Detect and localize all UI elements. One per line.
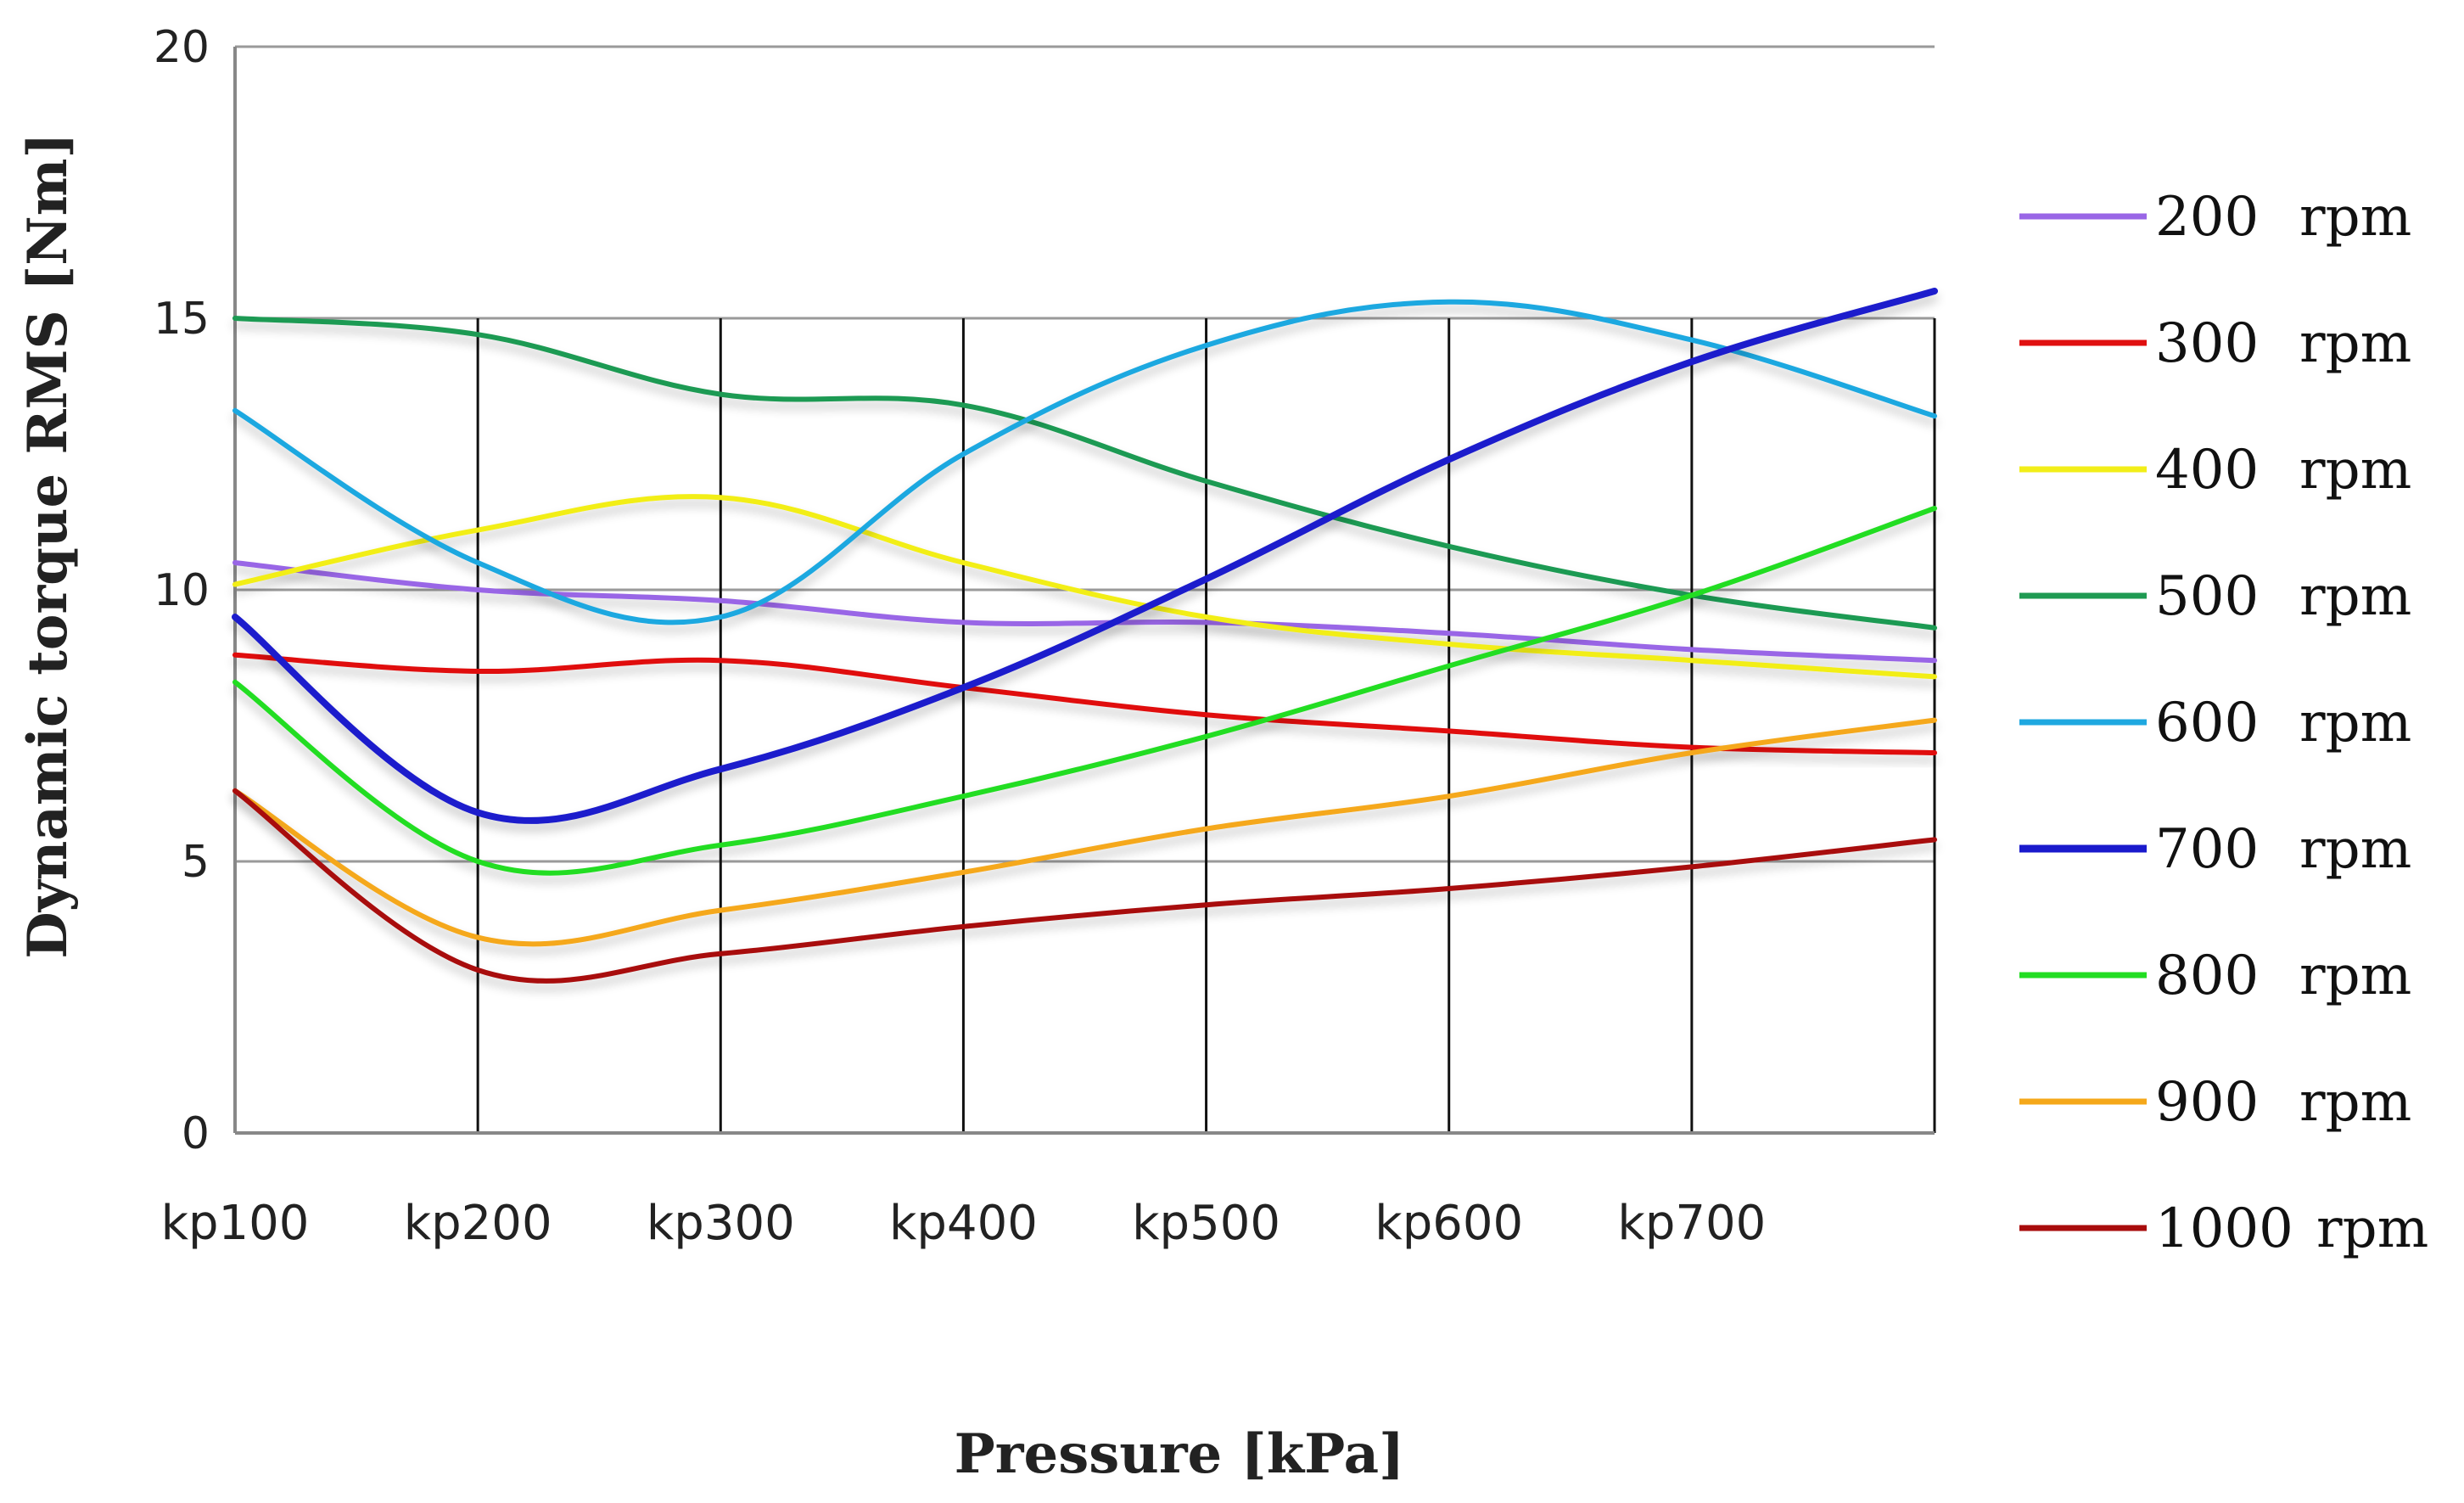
legend-label-1000-rpm: 1000 rpm	[2155, 1197, 2428, 1260]
y-tick-label: 15	[154, 294, 210, 345]
y-tick-label: 10	[154, 565, 210, 616]
series-line-900-rpm	[232, 717, 1937, 947]
x-tick-label: kp600	[1375, 1196, 1523, 1251]
y-axis-title: Dynamic torque RMS [Nm]	[16, 132, 80, 959]
axes-layer: 0 5 10 15 20 kp100 kp200 kp300 kp400 kp500 kp600 kp…	[154, 22, 1935, 1251]
legend-label-400-rpm: 400 rpm	[2155, 439, 2411, 502]
y-tick-label: 0	[182, 1108, 210, 1159]
legend-label-600-rpm: 600 rpm	[2155, 692, 2411, 754]
x-tick-label: kp400	[889, 1196, 1038, 1251]
legend-label-200-rpm: 200 rpm	[2155, 186, 2411, 249]
series-line-500-rpm	[232, 316, 1937, 631]
legend-label-700-rpm: 700 rpm	[2155, 818, 2411, 881]
y-tick-label: 20	[154, 22, 210, 73]
y-tick-label: 5	[182, 837, 210, 888]
series-line-200-rpm	[232, 560, 1937, 664]
legend-label-800-rpm: 800 rpm	[2155, 945, 2411, 1007]
x-tick-label: kp300	[647, 1196, 795, 1251]
legend: 200 rpm 300 rpm 400 rpm 500 rpm 600 rpm 700 rpm 800 r…	[2019, 186, 2428, 1260]
series-line-600-rpm	[232, 299, 1937, 625]
series-line-300-rpm	[232, 652, 1937, 755]
legend-label-500-rpm: 500 rpm	[2155, 565, 2411, 628]
x-tick-label: kp500	[1132, 1196, 1280, 1251]
series-line-700-rpm	[232, 288, 1938, 824]
series-layer	[232, 288, 1938, 984]
series-line-400-rpm	[232, 494, 1937, 680]
x-tick-label: kp200	[404, 1196, 552, 1251]
series-line-1000-rpm	[232, 788, 1937, 984]
legend-label-300-rpm: 300 rpm	[2155, 312, 2411, 375]
legend-label-900-rpm: 900 rpm	[2155, 1071, 2411, 1134]
series-line-800-rpm	[232, 506, 1937, 876]
x-tick-label: kp700	[1617, 1196, 1766, 1251]
x-axis-title: Pressure [kPa]	[955, 1422, 1405, 1486]
grid-layer	[235, 45, 1936, 1133]
x-tick-label: kp100	[161, 1196, 310, 1251]
